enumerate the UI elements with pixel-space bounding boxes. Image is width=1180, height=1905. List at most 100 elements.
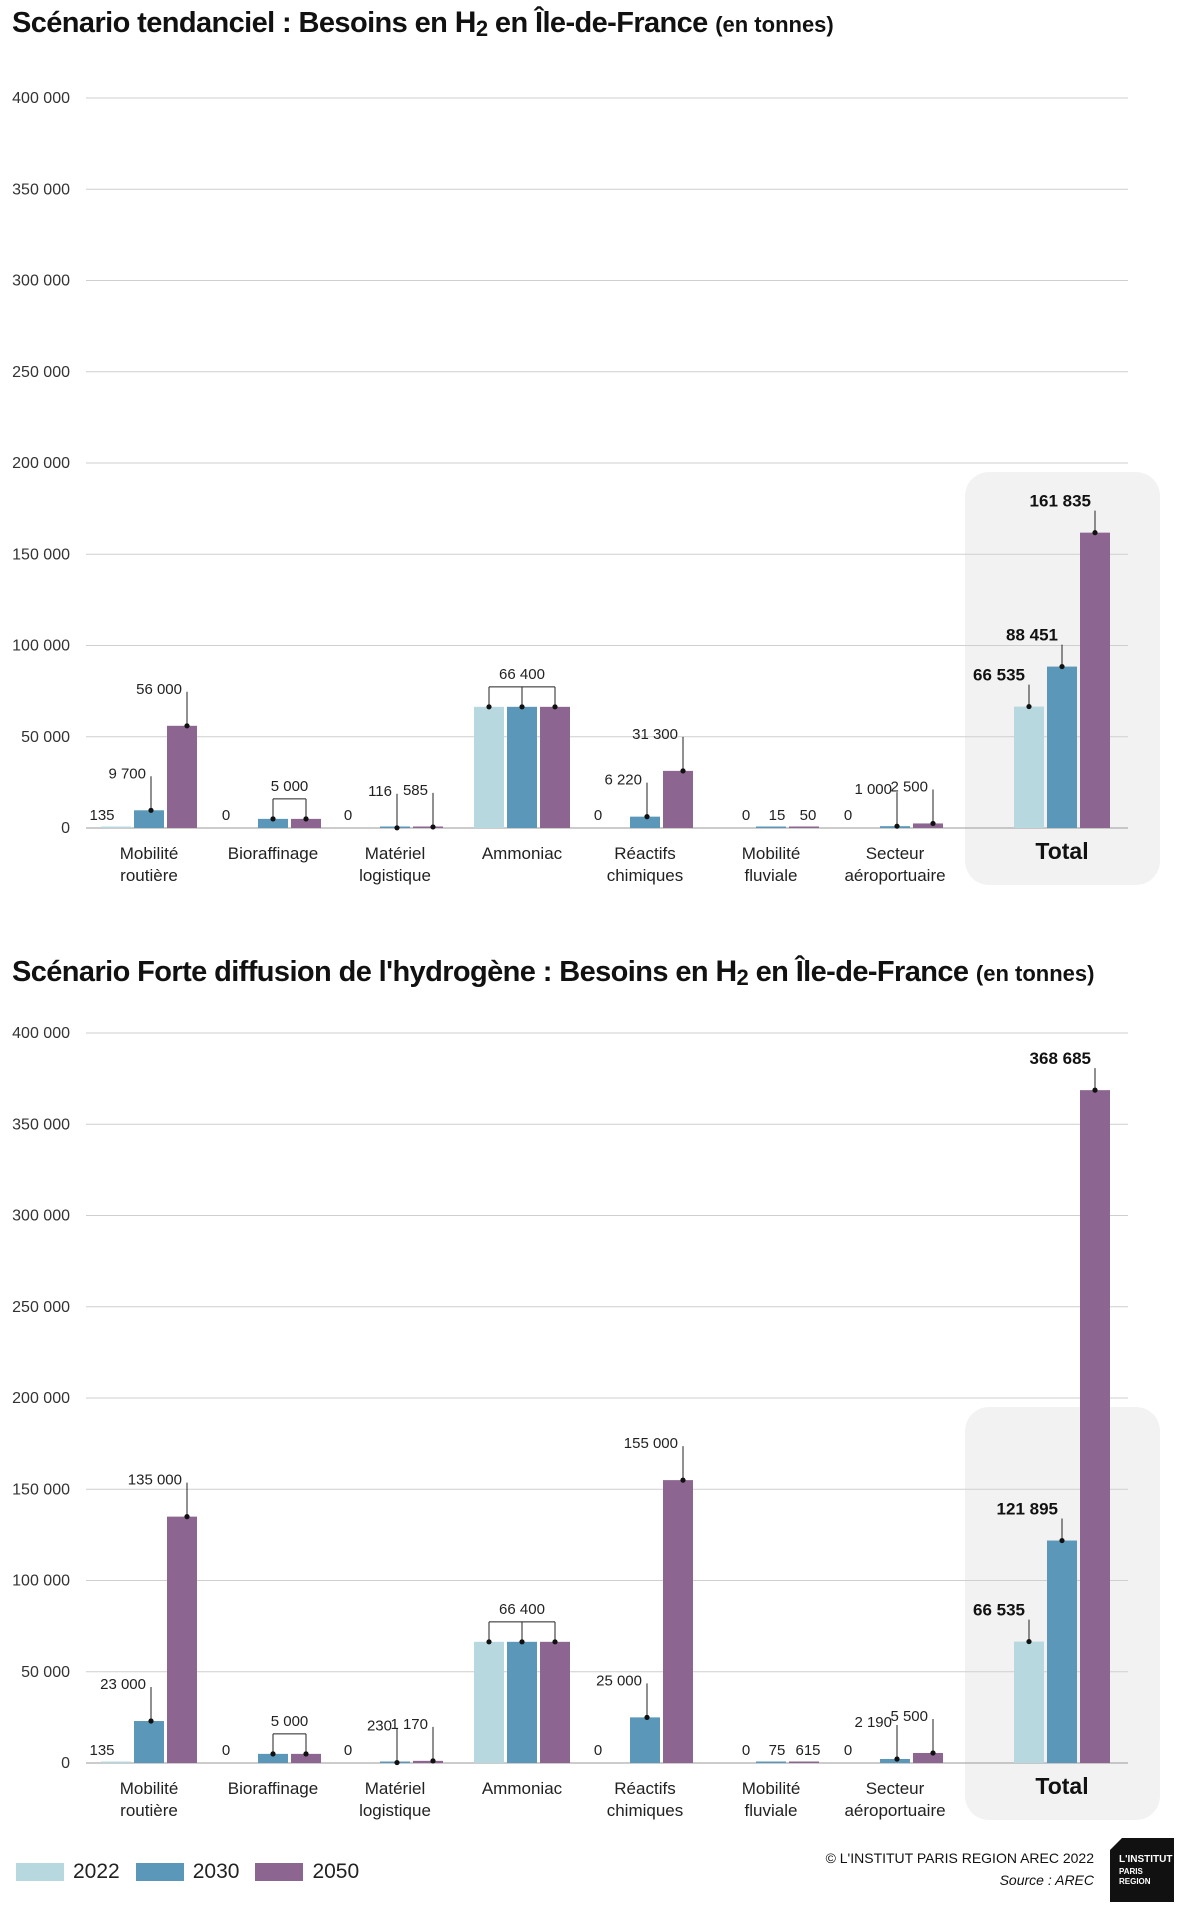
value-dot — [1059, 1537, 1065, 1544]
total-data-label: 66 535 — [973, 1601, 1025, 1620]
value-dot — [894, 823, 900, 829]
value-dot — [930, 820, 936, 827]
value-dot — [303, 816, 309, 822]
value-dot — [680, 1477, 686, 1483]
category-label: aéroportuaire — [844, 866, 945, 885]
y-tick-label: 250 000 — [12, 364, 70, 381]
bar-2030 — [507, 1641, 537, 1763]
category-label: fluviale — [745, 866, 798, 885]
data-label: 50 — [800, 807, 817, 824]
y-tick-label: 50 000 — [21, 729, 70, 746]
value-dot — [519, 1639, 525, 1645]
data-label: 135 — [89, 1742, 114, 1759]
data-label: 66 400 — [499, 1601, 545, 1618]
value-dot — [486, 1639, 492, 1645]
bar-2050 — [540, 706, 570, 828]
logo-line-2: PARIS — [1119, 1867, 1144, 1876]
data-label: 5 000 — [271, 1713, 309, 1730]
bar-2050 — [789, 1761, 819, 1763]
category-label: Mobilité — [120, 1779, 179, 1798]
category-label: aéroportuaire — [844, 1801, 945, 1820]
total-bar-2030 — [1047, 666, 1077, 828]
value-dot — [148, 807, 154, 813]
title-post: en Île-de-France — [748, 956, 969, 988]
bar-2050 — [413, 1760, 443, 1763]
data-label: 56 000 — [136, 681, 182, 698]
category-label: Matériel — [365, 844, 425, 863]
data-label: 116 — [368, 783, 392, 800]
data-label: 5 500 — [890, 1708, 928, 1725]
legend-swatch-2022 — [16, 1863, 64, 1881]
title-unit: (en tonnes) — [975, 961, 1095, 986]
value-dot — [644, 814, 650, 820]
total-category-label: Total — [1035, 838, 1088, 864]
total-bar-2022 — [1014, 706, 1044, 828]
value-dot — [552, 704, 558, 710]
chart-title-tendanciel: Scénario tendanciel : Besoins en H2 en Î… — [12, 6, 834, 42]
data-label: 15 — [769, 807, 786, 824]
bar-2030 — [507, 706, 537, 828]
category-label: logistique — [359, 1801, 431, 1820]
data-label: 0 — [344, 1742, 352, 1759]
title-post: en Île-de-France — [487, 7, 708, 39]
value-dot — [894, 1756, 900, 1762]
legend-swatch-2050 — [255, 1863, 304, 1881]
data-label: 0 — [594, 807, 602, 824]
logo-line-3: REGION — [1119, 1877, 1151, 1886]
data-label: 0 — [742, 1742, 750, 1759]
chart-forte-diffusion: 0 50 000 100 000 150 000 200 000 250 000 300 0… — [12, 1025, 1160, 1820]
bar-2050 — [167, 1516, 197, 1763]
legend-item-2022: 2022 — [16, 1860, 120, 1884]
y-tick-label: 300 000 — [12, 1208, 70, 1225]
chart-title-forte-diffusion: Scénario Forte diffusion de l'hydrogène … — [12, 955, 1094, 991]
data-label: 155 000 — [624, 1435, 678, 1452]
category-label: chimiques — [607, 1801, 684, 1820]
data-label: 0 — [222, 807, 230, 824]
data-label: 1 170 — [390, 1716, 428, 1733]
data-label: 0 — [844, 807, 852, 824]
bar-2030 — [630, 1717, 660, 1763]
data-label: 230 — [367, 1718, 392, 1735]
legend: 2022 2030 2050 — [16, 1860, 375, 1884]
value-dot — [394, 1759, 400, 1766]
title-h2: H2 — [454, 6, 488, 41]
data-label: 0 — [344, 807, 352, 824]
data-label: 0 — [594, 1742, 602, 1759]
value-dot — [1026, 1638, 1032, 1645]
value-dot — [1092, 530, 1098, 536]
bar-2030 — [756, 1761, 786, 1763]
total-bar-2030 — [1047, 1540, 1077, 1763]
value-dot — [148, 1718, 154, 1724]
bar-2030 — [134, 1721, 164, 1763]
category-label: Mobilité — [120, 844, 179, 863]
bar-2050 — [913, 823, 943, 828]
bar-2050 — [913, 1752, 943, 1763]
y-tick-label: 300 000 — [12, 273, 70, 290]
y-tick-label: 400 000 — [12, 90, 70, 107]
y-tick-label: 200 000 — [12, 455, 70, 472]
legend-label-2050: 2050 — [312, 1860, 360, 1883]
data-label: 6 220 — [604, 772, 642, 789]
value-dot — [430, 1758, 436, 1764]
bar-2030 — [880, 1759, 910, 1763]
bar-2050 — [291, 1753, 321, 1763]
category-label: fluviale — [745, 1801, 798, 1820]
category-label: Secteur — [866, 1779, 925, 1798]
value-dot — [303, 1751, 309, 1757]
category-label: Réactifs — [614, 1779, 675, 1798]
data-label: 2 190 — [854, 1714, 892, 1731]
category-label: routière — [120, 1801, 178, 1820]
title-h2: H2 — [715, 955, 749, 990]
total-data-label: 66 535 — [973, 666, 1025, 685]
y-tick-label: 400 000 — [12, 1025, 70, 1042]
y-tick-label: 150 000 — [12, 546, 70, 563]
total-data-label: 368 685 — [1030, 1049, 1091, 1068]
data-label: 615 — [795, 1742, 820, 1759]
data-label: 2 500 — [890, 778, 928, 795]
value-dot — [486, 704, 492, 710]
legend-label-2030: 2030 — [192, 1860, 240, 1883]
total-category-label: Total — [1035, 1773, 1088, 1799]
value-dot — [1059, 663, 1065, 670]
category-label: Ammoniac — [482, 1779, 563, 1798]
